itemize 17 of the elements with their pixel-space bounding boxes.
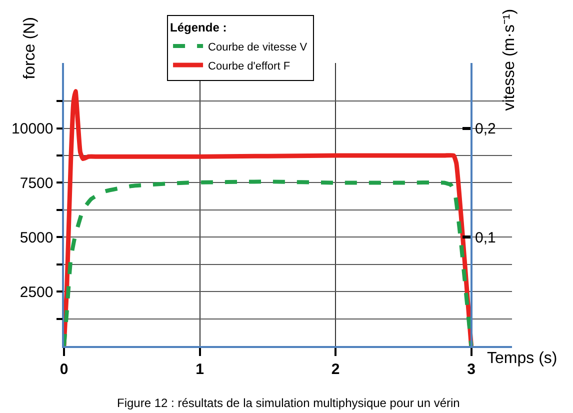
y2-axis-title: vitesse (m·s⁻¹) — [500, 8, 518, 111]
legend-label: Courbe de vitesse V — [208, 41, 308, 54]
y-tick-label: 7500 — [20, 174, 54, 192]
line-series — [64, 89, 474, 346]
y-tick-label: 2500 — [20, 284, 54, 301]
x-tick-label: 3 — [467, 360, 476, 378]
line-series — [64, 180, 474, 346]
y-tick-label: 10000 — [12, 120, 54, 138]
x-tick-label: 0 — [60, 360, 68, 378]
x-tick-label: 2 — [331, 360, 340, 378]
legend-label: Courbe d'effort F — [208, 60, 290, 72]
y-tick-label: 5000 — [20, 229, 54, 246]
caption: Figure 12 : résultats de la simulation multiphysique pour un vérin — [117, 396, 460, 410]
x-tick-label: 1 — [196, 360, 204, 378]
legend-title: Légende : — [170, 20, 227, 34]
y-axis-title: force (N) — [22, 17, 39, 80]
x-axis-title: Temps (s) — [487, 350, 558, 367]
